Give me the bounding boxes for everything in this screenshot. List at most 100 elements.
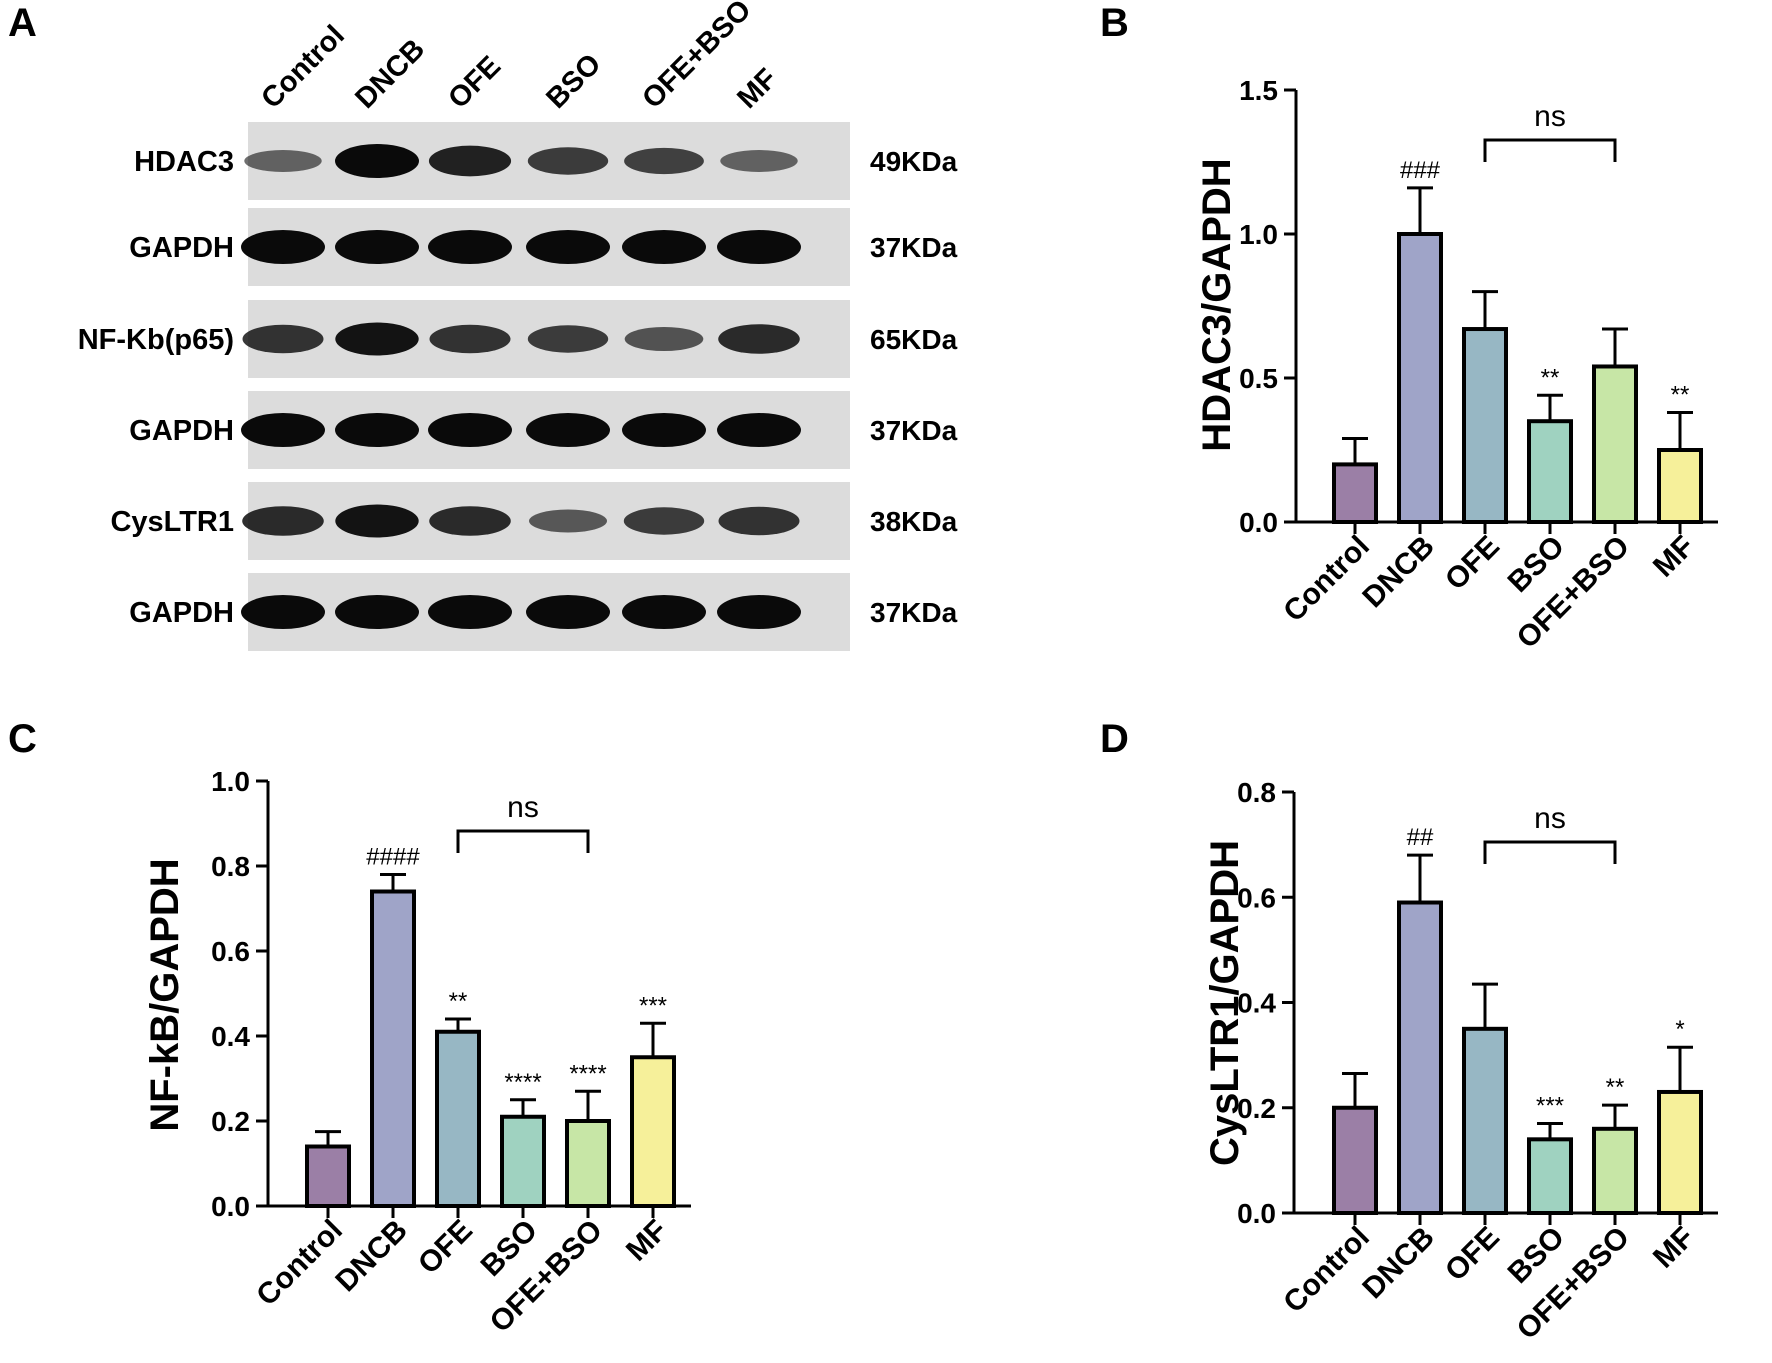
blot-band bbox=[717, 413, 801, 447]
significance-marker: **** bbox=[504, 1069, 541, 1096]
y-tick-label: 0.4 bbox=[1237, 988, 1276, 1019]
category-label: OFE bbox=[1439, 530, 1506, 597]
y-tick-label: 1.5 bbox=[1239, 75, 1278, 106]
blot-band bbox=[717, 595, 801, 629]
bar bbox=[1462, 327, 1508, 525]
significance-marker: ** bbox=[1541, 364, 1560, 391]
blot-band bbox=[428, 145, 512, 177]
y-axis-label: HDAC3/GAPDH bbox=[1195, 158, 1239, 451]
blot-band bbox=[242, 324, 324, 354]
blot-band bbox=[429, 324, 511, 354]
bar bbox=[370, 889, 416, 1208]
protein-label: HDAC3 bbox=[134, 146, 234, 178]
bar bbox=[435, 1029, 481, 1208]
protein-label: NF-Kb(p65) bbox=[78, 324, 234, 356]
ns-bracket bbox=[1483, 138, 1617, 162]
blot-band bbox=[622, 413, 706, 447]
blot-band bbox=[335, 595, 419, 629]
ns-bracket bbox=[456, 829, 590, 853]
ns-label: ns bbox=[507, 791, 539, 824]
y-tick-label: 0.8 bbox=[1237, 777, 1276, 808]
bar bbox=[1332, 462, 1378, 524]
blot-band bbox=[526, 230, 610, 264]
significance-marker: ** bbox=[1671, 382, 1690, 409]
category-label: DNCB bbox=[1356, 1221, 1441, 1306]
y-tick-label: 0.8 bbox=[211, 851, 250, 882]
significance-marker: *** bbox=[1536, 1093, 1564, 1120]
blot-band bbox=[623, 507, 705, 535]
blot-band bbox=[718, 506, 800, 536]
lane-label: MF bbox=[731, 63, 783, 115]
ns-label: ns bbox=[1534, 802, 1566, 835]
blot-band bbox=[622, 230, 706, 264]
blot-band bbox=[428, 413, 512, 447]
y-tick-label: 0.6 bbox=[211, 936, 250, 967]
protein-label: GAPDH bbox=[129, 232, 234, 264]
chart-cysltr1: 0.0 0.2 0.4 0.6 0.8 CysLTR1/GAPDH Control ## DNC… bbox=[1203, 777, 1718, 1346]
y-axis-label: CysLTR1/GAPDH bbox=[1203, 840, 1247, 1166]
chart-hdac3: 0.0 0.5 1.0 1.5 HDAC3/GAPDH Control ### DNCBOFE… bbox=[1195, 75, 1718, 655]
bar bbox=[1397, 232, 1443, 524]
ns-bracket bbox=[1483, 840, 1617, 864]
bar bbox=[305, 1144, 351, 1208]
blot-band bbox=[428, 230, 512, 264]
category-label: DNCB bbox=[1356, 530, 1441, 615]
panel-letter-c: C bbox=[8, 717, 37, 761]
lane-label: Control bbox=[255, 19, 351, 115]
bar bbox=[1527, 1137, 1573, 1215]
significance-marker: **** bbox=[569, 1060, 606, 1087]
blot-band bbox=[335, 413, 419, 447]
blot-band bbox=[242, 506, 324, 536]
molecular-weight-label: 37KDa bbox=[870, 415, 958, 446]
blot-band bbox=[428, 595, 512, 629]
bar bbox=[1527, 419, 1573, 525]
y-axis-label: NF-kB/GAPDH bbox=[143, 858, 187, 1131]
blot-band bbox=[429, 506, 511, 536]
bar bbox=[1657, 1089, 1703, 1216]
protein-label: GAPDH bbox=[129, 415, 234, 447]
y-tick-label: 0.6 bbox=[1237, 882, 1276, 913]
blot-band bbox=[527, 147, 609, 175]
y-tick-label: 0.2 bbox=[1237, 1093, 1276, 1124]
chart-nfkb: 0.0 0.2 0.4 0.6 0.8 1.0 NF-kB/GAPDH Control ####… bbox=[143, 766, 691, 1339]
molecular-weight-label: 49KDa bbox=[870, 146, 958, 177]
blot-band bbox=[335, 322, 419, 356]
significance-marker: #### bbox=[366, 844, 420, 871]
bar bbox=[1332, 1105, 1378, 1215]
blot-band bbox=[335, 504, 419, 538]
blot-band bbox=[624, 147, 704, 175]
blot-band bbox=[624, 326, 704, 352]
y-tick-label: 0.5 bbox=[1239, 363, 1278, 394]
category-label: OFE bbox=[412, 1214, 479, 1281]
panel-letter-d: D bbox=[1100, 717, 1129, 761]
blot-band bbox=[717, 230, 801, 264]
bar bbox=[630, 1055, 676, 1208]
blot-band bbox=[529, 509, 607, 533]
category-label: Control bbox=[1277, 1221, 1376, 1320]
y-tick-label: 1.0 bbox=[211, 766, 250, 797]
blot-band bbox=[335, 144, 419, 178]
bar bbox=[500, 1114, 546, 1208]
panel-letter-a: A bbox=[8, 1, 37, 45]
significance-marker: ### bbox=[1400, 157, 1441, 184]
y-tick-label: 1.0 bbox=[1239, 219, 1278, 250]
bar bbox=[1657, 448, 1703, 524]
molecular-weight-label: 37KDa bbox=[870, 232, 958, 263]
y-tick-label: 0.2 bbox=[211, 1106, 250, 1137]
significance-marker: * bbox=[1675, 1016, 1684, 1043]
panel-letter-b: B bbox=[1100, 1, 1129, 45]
molecular-weight-label: 38KDa bbox=[870, 506, 958, 537]
bar bbox=[1592, 1126, 1638, 1216]
category-label: Control bbox=[1277, 530, 1376, 629]
blot-band bbox=[335, 230, 419, 264]
protein-label: GAPDH bbox=[129, 597, 234, 629]
category-label: MF bbox=[1647, 530, 1701, 584]
molecular-weight-label: 37KDa bbox=[870, 597, 958, 628]
y-tick-label: 0.0 bbox=[1237, 1198, 1276, 1229]
blot-band bbox=[241, 413, 325, 447]
category-label: Control bbox=[250, 1214, 349, 1313]
significance-marker: ** bbox=[1606, 1074, 1625, 1101]
y-tick-label: 0.0 bbox=[211, 1191, 250, 1222]
molecular-weight-label: 65KDa bbox=[870, 324, 958, 355]
